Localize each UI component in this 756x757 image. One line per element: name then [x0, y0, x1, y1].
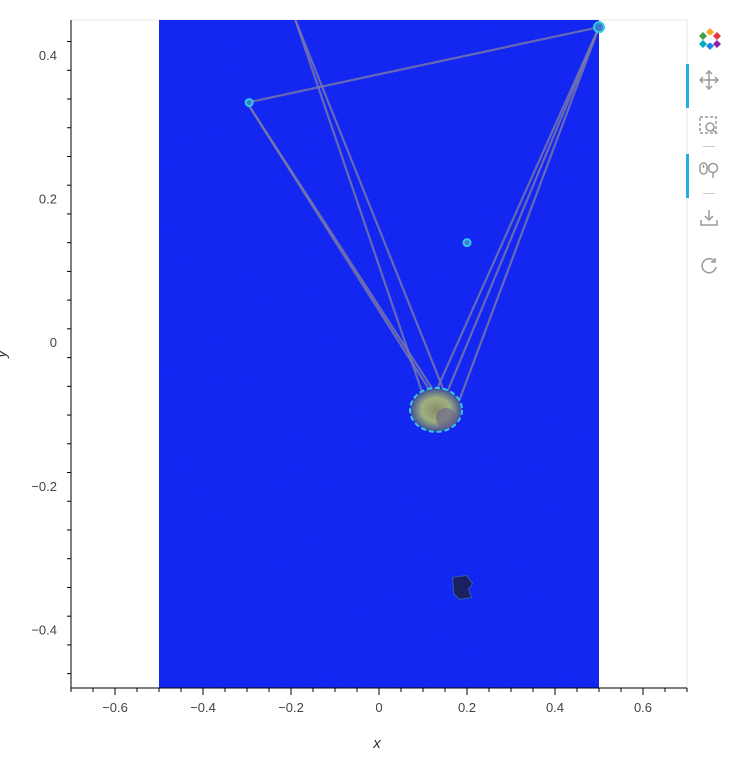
line-segment: [452, 26, 601, 416]
x-tick-label: −0.2: [278, 700, 304, 715]
line-segment: [246, 102, 451, 416]
y-tick-label: −0.4: [31, 623, 57, 638]
bokeh-logo[interactable]: [692, 20, 726, 54]
box-zoom-icon: [699, 116, 718, 135]
box-zoom-tool[interactable]: [692, 108, 726, 142]
x-tick-label: 0.2: [458, 700, 476, 715]
toolbar: [686, 16, 726, 296]
x-tick-label: 0.6: [634, 700, 652, 715]
y-tick-label: 0: [50, 335, 57, 350]
line-segment: [246, 26, 600, 104]
wheel-zoom-tool[interactable]: [686, 152, 726, 198]
dark-blob: [452, 574, 474, 600]
reset-icon: [701, 258, 717, 274]
wheel-zoom-icon: [699, 162, 719, 178]
y-tick-label: 0.4: [39, 48, 57, 63]
cluster-center: [436, 407, 456, 428]
data-point: [593, 21, 605, 34]
line-segment: [294, 20, 429, 409]
x-tick-label: 0.4: [546, 700, 564, 715]
data-points: [244, 21, 605, 600]
save-icon: [700, 210, 718, 226]
pan-tool[interactable]: [686, 62, 726, 108]
line-segments: [246, 20, 601, 416]
line-segment: [294, 20, 447, 394]
x-tick-label: −0.6: [102, 700, 128, 715]
x-axis-label: x: [372, 735, 381, 752]
pan-icon: [698, 69, 720, 91]
save-tool[interactable]: [692, 200, 726, 234]
line-segment: [430, 26, 601, 402]
line-segment: [439, 26, 601, 409]
cluster-blob: [409, 386, 463, 433]
x-axis: −0.6 −0.4 −0.2 0 0.2 0.4 0.6: [70, 687, 688, 715]
y-axis-label: y: [0, 349, 10, 359]
bokeh-logo-icon: [699, 28, 721, 50]
y-axis: −0.4 −0.2 0 0.2 0.4: [31, 20, 72, 688]
x-tick-label: 0: [375, 700, 382, 715]
y-tick-label: 0.2: [39, 192, 57, 207]
x-tick-label: −0.4: [190, 700, 216, 715]
data-point: [244, 98, 254, 108]
image-noise-texture: [159, 20, 599, 688]
data-point: [462, 238, 472, 248]
y-tick-label: −0.2: [31, 479, 57, 494]
reset-tool[interactable]: [692, 247, 726, 281]
